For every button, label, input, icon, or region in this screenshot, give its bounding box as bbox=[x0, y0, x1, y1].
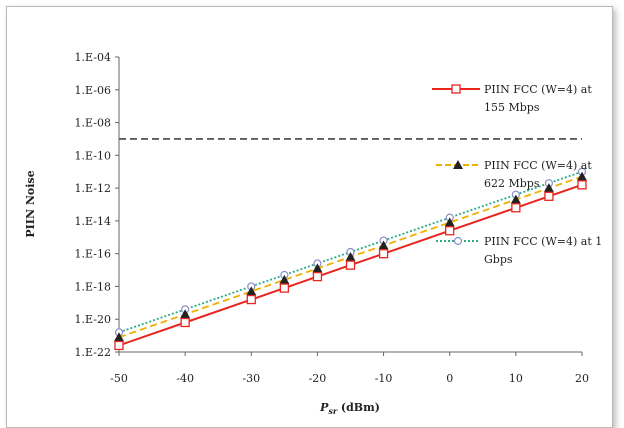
data-point-622mbps bbox=[312, 263, 323, 273]
x-tick-label: -50 bbox=[110, 372, 128, 385]
data-point-622mbps bbox=[279, 274, 290, 284]
x-axis-label: Psr (dBm) bbox=[319, 401, 380, 416]
data-point-155mbps bbox=[279, 283, 290, 293]
x-tick-label: 0 bbox=[446, 372, 453, 385]
y-tick-label: 1.E-22 bbox=[75, 346, 111, 359]
legend-label-622mbps-line2: 622 Mbps bbox=[484, 177, 540, 190]
data-point-622mbps bbox=[444, 217, 455, 227]
y-tick-label: 1.E-20 bbox=[75, 313, 111, 326]
series-layer bbox=[114, 167, 587, 351]
x-tick-label: 20 bbox=[575, 372, 589, 385]
legend-label-155mbps-line1: PIIN FCC (W=4) at bbox=[484, 83, 592, 96]
legend-marker-155mbps bbox=[451, 84, 461, 94]
data-point-622mbps bbox=[180, 309, 191, 319]
y-tick-label: 1.E-04 bbox=[75, 51, 111, 64]
y-tick-label: 1.E-14 bbox=[75, 215, 111, 228]
legend-item-1gbps: PIIN FCC (W=4) at 1 Gbps bbox=[436, 235, 602, 266]
data-point-155mbps bbox=[445, 226, 455, 236]
y-tick-label: 1.E-18 bbox=[75, 280, 111, 293]
data-point-622mbps bbox=[378, 240, 389, 250]
legend-label-622mbps-line1: PIIN FCC (W=4) at bbox=[484, 159, 592, 172]
x-tick-label: -10 bbox=[375, 372, 393, 385]
y-tick-label: 1.E-16 bbox=[75, 248, 111, 261]
data-point-155mbps bbox=[544, 191, 554, 201]
data-point-622mbps bbox=[510, 194, 521, 204]
y-tick-label: 1.E-10 bbox=[75, 149, 111, 162]
data-point-155mbps bbox=[246, 294, 256, 305]
data-point-155mbps bbox=[345, 260, 356, 270]
x-tick-label: -30 bbox=[242, 372, 260, 385]
legend: PIIN FCC (W=4) at 155 Mbps PIIN FCC (W=4… bbox=[432, 83, 602, 266]
legend-label-1gbps-line1: PIIN FCC (W=4) at 1 bbox=[484, 235, 602, 248]
y-tick-label: 1.E-12 bbox=[75, 182, 111, 195]
legend-item-622mbps: PIIN FCC (W=4) at 622 Mbps bbox=[436, 159, 592, 190]
legend-label-1gbps-line2: Gbps bbox=[484, 253, 513, 266]
data-point-155mbps bbox=[577, 180, 587, 190]
data-point-622mbps bbox=[543, 183, 554, 193]
data-point-622mbps bbox=[246, 286, 257, 296]
x-tick-label: 10 bbox=[509, 372, 523, 385]
data-point-622mbps bbox=[577, 171, 587, 181]
data-point-155mbps bbox=[378, 249, 389, 259]
x-tick-label: -40 bbox=[176, 372, 194, 385]
data-point-155mbps bbox=[312, 271, 323, 282]
y-tick-label: 1.E-06 bbox=[75, 84, 111, 97]
y-axis-label: PIIN Noise bbox=[24, 170, 37, 237]
legend-marker-1gbps bbox=[453, 236, 463, 246]
data-point-155mbps bbox=[114, 340, 124, 351]
data-point-155mbps bbox=[511, 203, 521, 213]
y-ticks: 1.E-04 1.E-06 1.E-08 1.E-10 1.E-12 1.E-14 1.E-… bbox=[75, 51, 119, 359]
legend-marker-622mbps bbox=[453, 160, 463, 169]
chart-frame bbox=[6, 6, 613, 428]
x-tick-label: -20 bbox=[309, 372, 327, 385]
legend-label-155mbps-line2: 155 Mbps bbox=[484, 101, 540, 114]
x-ticks: -50 -40 -30 -20 -10 0 10 20 bbox=[110, 352, 589, 385]
data-point-622mbps bbox=[345, 251, 356, 261]
legend-item-155mbps: PIIN FCC (W=4) at 155 Mbps bbox=[432, 83, 592, 114]
data-point-622mbps bbox=[114, 332, 124, 342]
y-tick-label: 1.E-08 bbox=[75, 117, 111, 130]
data-point-155mbps bbox=[180, 317, 190, 328]
